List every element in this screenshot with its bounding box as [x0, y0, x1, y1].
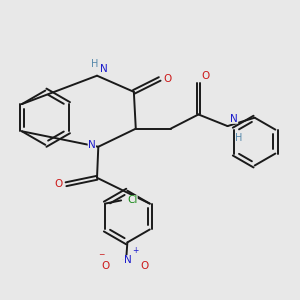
Text: O: O [164, 74, 172, 84]
Text: O: O [54, 179, 62, 189]
Text: O: O [101, 261, 110, 271]
Text: N: N [230, 113, 238, 124]
Text: O: O [201, 71, 209, 81]
Text: +: + [133, 246, 139, 255]
Text: N: N [100, 64, 107, 74]
Text: H: H [235, 133, 243, 142]
Text: Cl: Cl [127, 195, 137, 206]
Text: −: − [98, 250, 105, 259]
Text: H: H [91, 59, 98, 69]
Text: N: N [124, 256, 131, 266]
Text: O: O [140, 261, 148, 271]
Text: N: N [88, 140, 96, 151]
